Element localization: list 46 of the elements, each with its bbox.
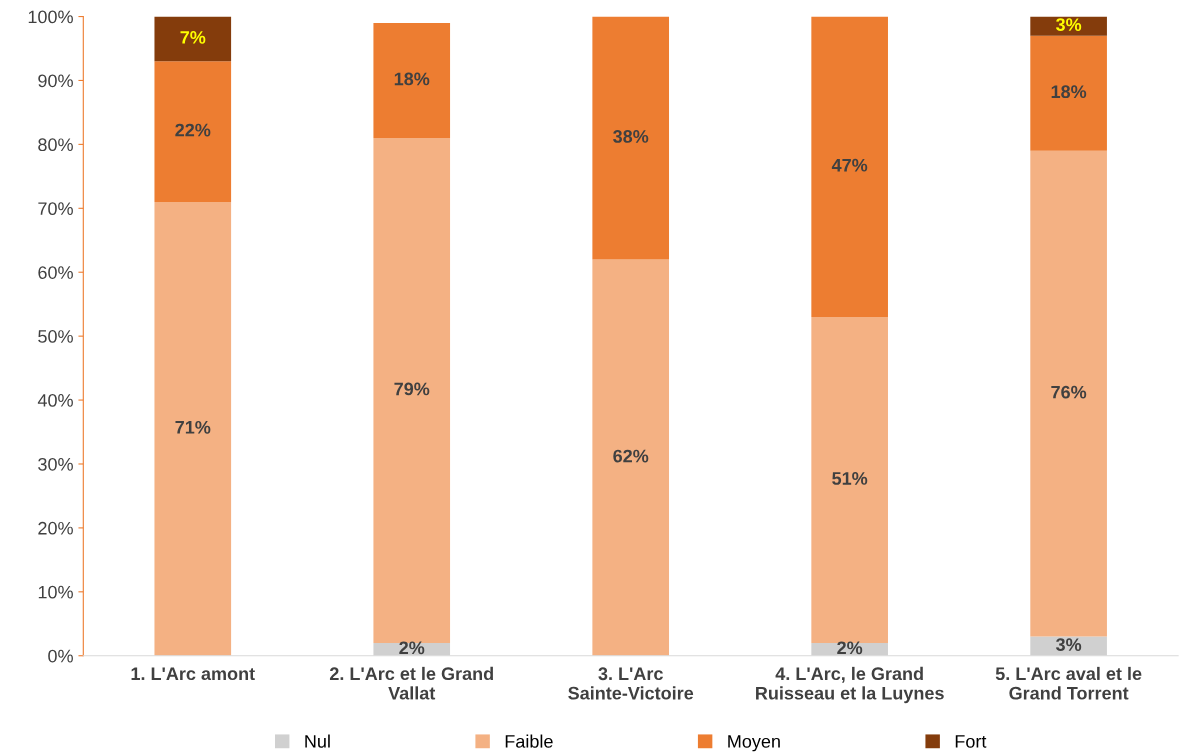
y-tick-label: 70% bbox=[38, 202, 73, 216]
y-tick-label: 60% bbox=[38, 266, 73, 279]
x-tick-label: 4. L'Arc, le Grand Ruisseau et la Luynes bbox=[756, 666, 944, 704]
bar bbox=[1030, 35, 1107, 151]
bar bbox=[154, 16, 232, 62]
bar bbox=[1030, 150, 1107, 637]
data-label: 71% bbox=[175, 420, 211, 434]
y-tick-label: 100% bbox=[28, 10, 73, 24]
bar bbox=[154, 61, 232, 202]
data-label: 18% bbox=[1051, 85, 1087, 99]
y-tick-label: 80% bbox=[38, 138, 73, 152]
y-tick-label: 30% bbox=[38, 457, 73, 471]
x-tick-label: 5. L'Arc aval et le Grand Torrent bbox=[995, 666, 1142, 700]
data-label: 38% bbox=[613, 130, 649, 143]
x-tick-label: 1. L'Arc amont bbox=[131, 667, 255, 681]
legend-label: Moyen bbox=[728, 735, 780, 752]
y-tick-label: 50% bbox=[38, 330, 73, 343]
data-label: 18% bbox=[394, 72, 430, 86]
data-label: 7% bbox=[180, 31, 206, 44]
data-label: 51% bbox=[832, 472, 868, 485]
y-tick-label: 90% bbox=[38, 74, 73, 88]
bar bbox=[811, 316, 888, 643]
y-tick-label: 40% bbox=[37, 394, 73, 407]
bar bbox=[592, 16, 670, 260]
bar bbox=[811, 16, 888, 317]
x-tick-label: 2. L'Arc et le Grand Vallat bbox=[329, 666, 493, 700]
data-label: 2% bbox=[399, 641, 425, 655]
bar bbox=[592, 259, 670, 656]
bar bbox=[154, 201, 232, 656]
data-label: 3% bbox=[1055, 18, 1082, 31]
legend-label: Nul bbox=[305, 734, 330, 748]
data-label: 62% bbox=[613, 449, 649, 463]
data-label: 2% bbox=[837, 641, 863, 655]
bar bbox=[373, 137, 451, 643]
y-tick-label: 20% bbox=[38, 521, 73, 535]
legend-label: Fort bbox=[955, 735, 987, 748]
data-label: 76% bbox=[1051, 385, 1087, 399]
bar bbox=[373, 22, 451, 138]
x-tick-label: 3. L'Arc Sainte-Victoire bbox=[568, 667, 694, 700]
data-label: 47% bbox=[831, 158, 868, 172]
data-label: 79% bbox=[394, 382, 430, 396]
y-tick-label: 10% bbox=[38, 585, 73, 599]
data-label: 3% bbox=[1055, 638, 1082, 652]
legend-label: Faible bbox=[505, 734, 553, 748]
data-label: 22% bbox=[175, 123, 211, 137]
y-tick-label: 0% bbox=[48, 649, 73, 663]
